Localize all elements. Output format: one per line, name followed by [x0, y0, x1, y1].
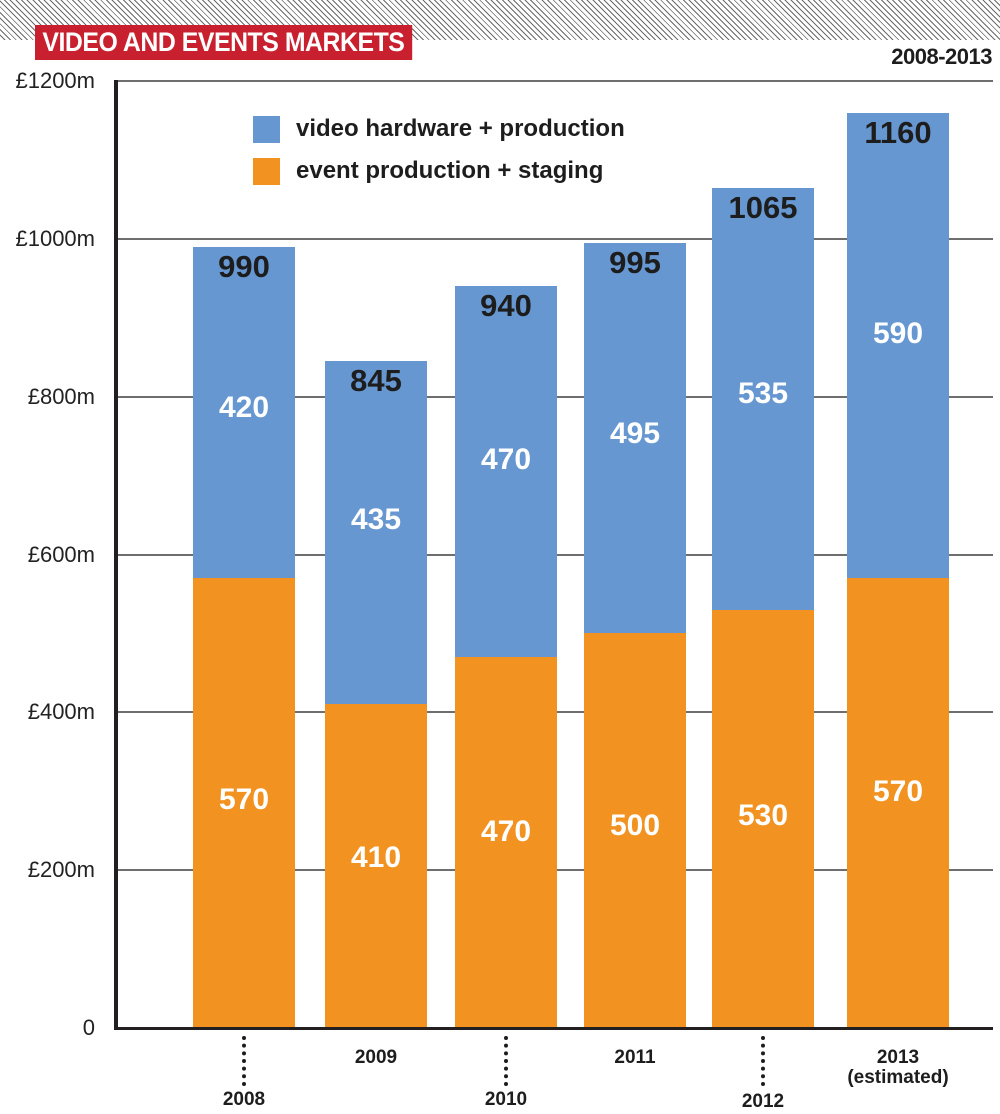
bar-segment-event-2010: 470: [455, 657, 557, 1028]
bar-segment-event-2012: 530: [712, 609, 814, 1028]
legend-item-event: event production + staging: [253, 150, 625, 192]
bar-total-label: 1065: [728, 189, 798, 225]
bar-value-video: 535: [737, 376, 789, 410]
bar-segment-event-2013: 570: [847, 578, 949, 1028]
chart-title: VIDEO AND EVENTS MARKETS: [35, 25, 412, 60]
bar-segment-video-2012: 535: [712, 187, 814, 610]
x-axis-label-2010: 2010: [436, 1090, 576, 1110]
bar-value-event: 470: [480, 814, 532, 848]
x-axis-year: 2012: [741, 1091, 785, 1112]
legend: video hardware + production event produc…: [253, 108, 625, 192]
x-axis-dotted-leader: [761, 1036, 765, 1086]
bar-value-event: 570: [218, 782, 270, 816]
chart-subtitle-date-range: 2008-2013: [891, 44, 992, 69]
bar-segment-video-2011: 495: [584, 242, 686, 634]
y-axis-tick-label: £1000m: [15, 225, 95, 251]
x-axis-dotted-leader: [242, 1036, 246, 1086]
bar-total-label: 845: [350, 363, 402, 399]
legend-swatch-event: [253, 157, 280, 185]
bar-segment-event-2009: 410: [325, 704, 427, 1028]
x-axis-year: 2009: [354, 1047, 398, 1068]
y-axis-tick-label: 0: [82, 1015, 95, 1040]
x-axis-label-2009: 2009: [306, 1048, 446, 1068]
x-axis-line: [114, 1027, 993, 1030]
bar-segment-video-2013: 590: [847, 112, 949, 579]
y-axis-tick-label: £200m: [27, 857, 95, 883]
x-axis-year: 2013: [876, 1047, 920, 1068]
x-axis-year: 2010: [484, 1089, 528, 1110]
bar-total-label: 990: [218, 248, 270, 284]
bar-value-video: 435: [350, 502, 402, 536]
x-axis-year: 2008: [222, 1089, 266, 1110]
bar-value-event: 530: [737, 798, 789, 832]
gridline: [117, 80, 993, 82]
legend-item-video: video hardware + production: [253, 108, 625, 150]
x-axis-label-2008: 2008: [174, 1090, 314, 1110]
y-axis-tick-label: £600m: [27, 541, 95, 567]
bar-total-label: 940: [480, 288, 532, 324]
y-axis-tick-label: £1200m: [15, 68, 95, 93]
bar-value-video: 470: [480, 442, 532, 476]
legend-label-event: event production + staging: [296, 157, 604, 184]
x-axis-label-2012: 2012: [693, 1092, 833, 1112]
legend-swatch-video: [253, 115, 280, 143]
y-axis-line: [114, 80, 118, 1030]
x-axis-year: 2011: [614, 1047, 656, 1068]
bar-segment-video-2010: 470: [455, 286, 557, 658]
legend-label-video: video hardware + production: [296, 115, 625, 142]
bar-segment-event-2011: 500: [584, 633, 686, 1028]
bar-segment-video-2008: 420: [193, 246, 295, 579]
gridline: [117, 237, 993, 240]
x-axis-label-2011: 2011: [565, 1048, 705, 1068]
bar-segment-video-2009: 435: [325, 361, 427, 705]
bar-value-event: 500: [609, 808, 661, 842]
y-axis-tick-label: £400m: [27, 699, 95, 725]
bar-value-event: 570: [872, 774, 924, 808]
y-axis-tick-label: £800m: [27, 383, 95, 409]
x-axis-year-note: (estimated): [847, 1067, 949, 1088]
x-axis-label-2013: 2013 (estimated): [828, 1048, 968, 1088]
bar-total-label: 995: [609, 244, 661, 280]
bar-value-event: 410: [350, 840, 402, 874]
bar-value-video: 420: [218, 390, 270, 424]
bar-total-label: 1160: [864, 114, 932, 150]
x-axis-dotted-leader: [504, 1036, 508, 1086]
bar-value-video: 590: [872, 316, 924, 350]
bar-segment-event-2008: 570: [193, 578, 295, 1028]
bar-value-video: 495: [609, 416, 661, 450]
